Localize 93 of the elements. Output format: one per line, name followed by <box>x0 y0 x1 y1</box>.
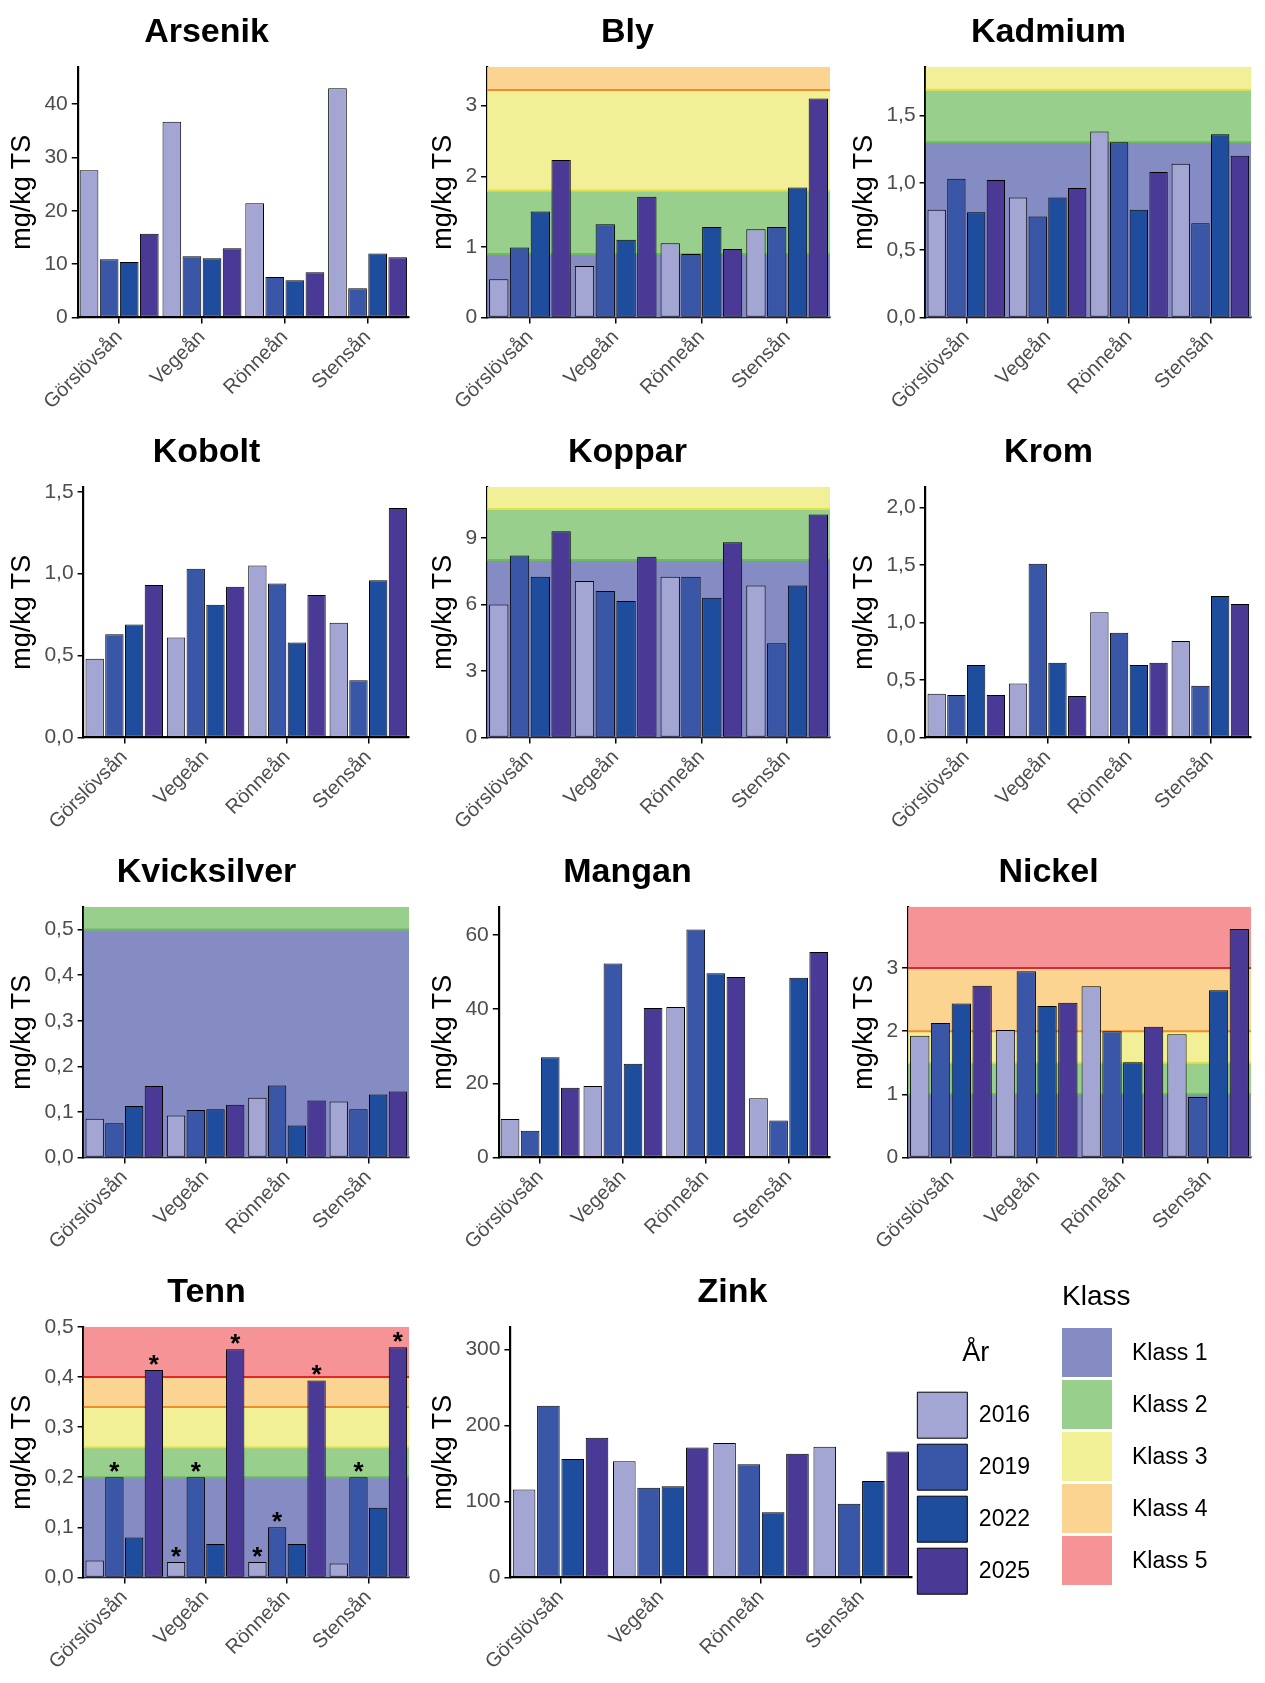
y-tick-label: 60 <box>465 921 489 945</box>
y-tick-label: 9 <box>465 524 478 548</box>
y-tick-label: 2 <box>886 1018 899 1041</box>
data-label: * <box>353 1456 365 1487</box>
y-tick-label: 0,0 <box>44 1144 74 1168</box>
y-tick-label: 3 <box>886 954 899 978</box>
y-tick-label: 1,5 <box>44 478 74 502</box>
y-tick-label: 0,3 <box>44 1007 74 1031</box>
y-tick-label: 0,5 <box>44 642 74 666</box>
y-tick-label: 3 <box>465 92 478 116</box>
legend-label: 2016 <box>978 1400 1031 1427</box>
category-label: Klass 4 <box>1132 1494 1208 1522</box>
y-tick-label: 300 <box>465 1336 501 1360</box>
chart-title: Nickel <box>998 850 1099 889</box>
data-label: * <box>392 1326 404 1357</box>
y-tick-label: 1,5 <box>886 102 916 126</box>
category-label: Klass 1 <box>1132 1338 1208 1366</box>
y-tick-label: 0,0 <box>886 724 916 748</box>
data-label: * <box>230 1328 242 1359</box>
data-label: * <box>311 1359 323 1390</box>
y-tick-label: 30 <box>44 144 68 168</box>
category-label: Klass 2 <box>1132 1390 1208 1418</box>
y-axis-title: mg/kg TS <box>5 974 36 1090</box>
y-axis-title: mg/kg TS <box>426 554 457 670</box>
chart-title: Kvicksilver <box>116 850 297 889</box>
y-tick-label: 0 <box>488 1564 501 1588</box>
y-tick-label: 0,5 <box>886 236 916 260</box>
y-tick-label: 0,4 <box>44 961 74 985</box>
y-tick-label: 40 <box>465 995 489 1019</box>
category-label: Klass 5 <box>1132 1546 1208 1574</box>
y-tick-label: 10 <box>44 250 68 274</box>
y-axis-title: mg/kg TS <box>5 554 36 670</box>
y-tick-label: 40 <box>44 90 68 114</box>
data-label: * <box>148 1348 160 1379</box>
y-tick-label: 0,1 <box>44 1098 74 1122</box>
chart-title: Arsenik <box>144 10 269 49</box>
y-tick-label: 0,0 <box>886 304 916 328</box>
legend-title: År <box>962 1335 990 1367</box>
y-tick-label: 2,0 <box>886 494 916 518</box>
y-tick-label: 20 <box>465 1070 489 1094</box>
y-tick-label: 1 <box>886 1081 899 1105</box>
y-tick-label: 0,2 <box>44 1464 74 1488</box>
y-tick-label: 1,0 <box>44 560 74 584</box>
y-tick-label: 0,4 <box>44 1363 74 1387</box>
y-tick-label: 0 <box>465 724 478 748</box>
chart-title: Krom <box>1004 430 1093 469</box>
legend-label: 2025 <box>978 1556 1031 1583</box>
y-tick-label: 0,5 <box>44 916 74 940</box>
chart-title: Zink <box>697 1270 768 1309</box>
data-label: * <box>170 1540 182 1571</box>
data-label: * <box>109 1456 121 1487</box>
y-tick-label: 20 <box>44 197 68 221</box>
chart-title: Kadmium <box>971 10 1126 49</box>
y-tick-label: 1,0 <box>886 169 916 193</box>
y-axis-title: mg/kg TS <box>426 1394 457 1510</box>
y-tick-label: 2 <box>465 163 478 187</box>
chart-title: Bly <box>601 10 655 49</box>
y-axis-title: mg/kg TS <box>847 974 878 1090</box>
chart-title: Kobolt <box>152 430 261 469</box>
y-axis-title: mg/kg TS <box>426 134 457 250</box>
y-axis-title: mg/kg TS <box>426 974 457 1090</box>
category-label: Klass 3 <box>1132 1442 1208 1470</box>
y-tick-label: 6 <box>465 591 478 615</box>
chart-title: Tenn <box>167 1270 246 1309</box>
y-tick-label: 200 <box>465 1412 501 1436</box>
y-tick-label: 3 <box>465 657 478 681</box>
y-tick-label: 0 <box>56 304 68 328</box>
chart-title: Koppar <box>568 430 687 469</box>
y-tick-label: 0,1 <box>44 1514 74 1538</box>
data-label: * <box>252 1540 264 1571</box>
y-axis-title: mg/kg TS <box>847 554 878 670</box>
y-tick-label: 100 <box>465 1488 501 1512</box>
y-axis-title: mg/kg TS <box>5 134 36 250</box>
y-tick-label: 0,3 <box>44 1413 74 1437</box>
data-label: * <box>190 1456 202 1487</box>
chart-title: Mangan <box>563 850 692 889</box>
y-tick-label: 0 <box>477 1144 489 1168</box>
y-axis-title: mg/kg TS <box>5 1394 36 1510</box>
y-tick-label: 0,5 <box>44 1313 74 1337</box>
y-tick-label: 0,5 <box>886 666 916 690</box>
y-tick-label: 0,2 <box>44 1053 74 1077</box>
y-axis-title: mg/kg TS <box>847 134 878 250</box>
y-tick-label: 1,0 <box>886 609 916 633</box>
data-label: * <box>272 1506 284 1537</box>
y-tick-label: 0,0 <box>44 724 74 748</box>
y-tick-label: 0 <box>465 304 478 328</box>
legend-label: 2019 <box>978 1452 1031 1479</box>
y-tick-label: 0 <box>886 1144 899 1168</box>
y-tick-label: 1 <box>465 233 478 257</box>
y-tick-label: 1,5 <box>886 551 916 575</box>
y-tick-label: 0,0 <box>44 1564 74 1588</box>
legend-title: Klass <box>1062 1280 1132 1312</box>
legend-label: 2022 <box>978 1504 1031 1531</box>
